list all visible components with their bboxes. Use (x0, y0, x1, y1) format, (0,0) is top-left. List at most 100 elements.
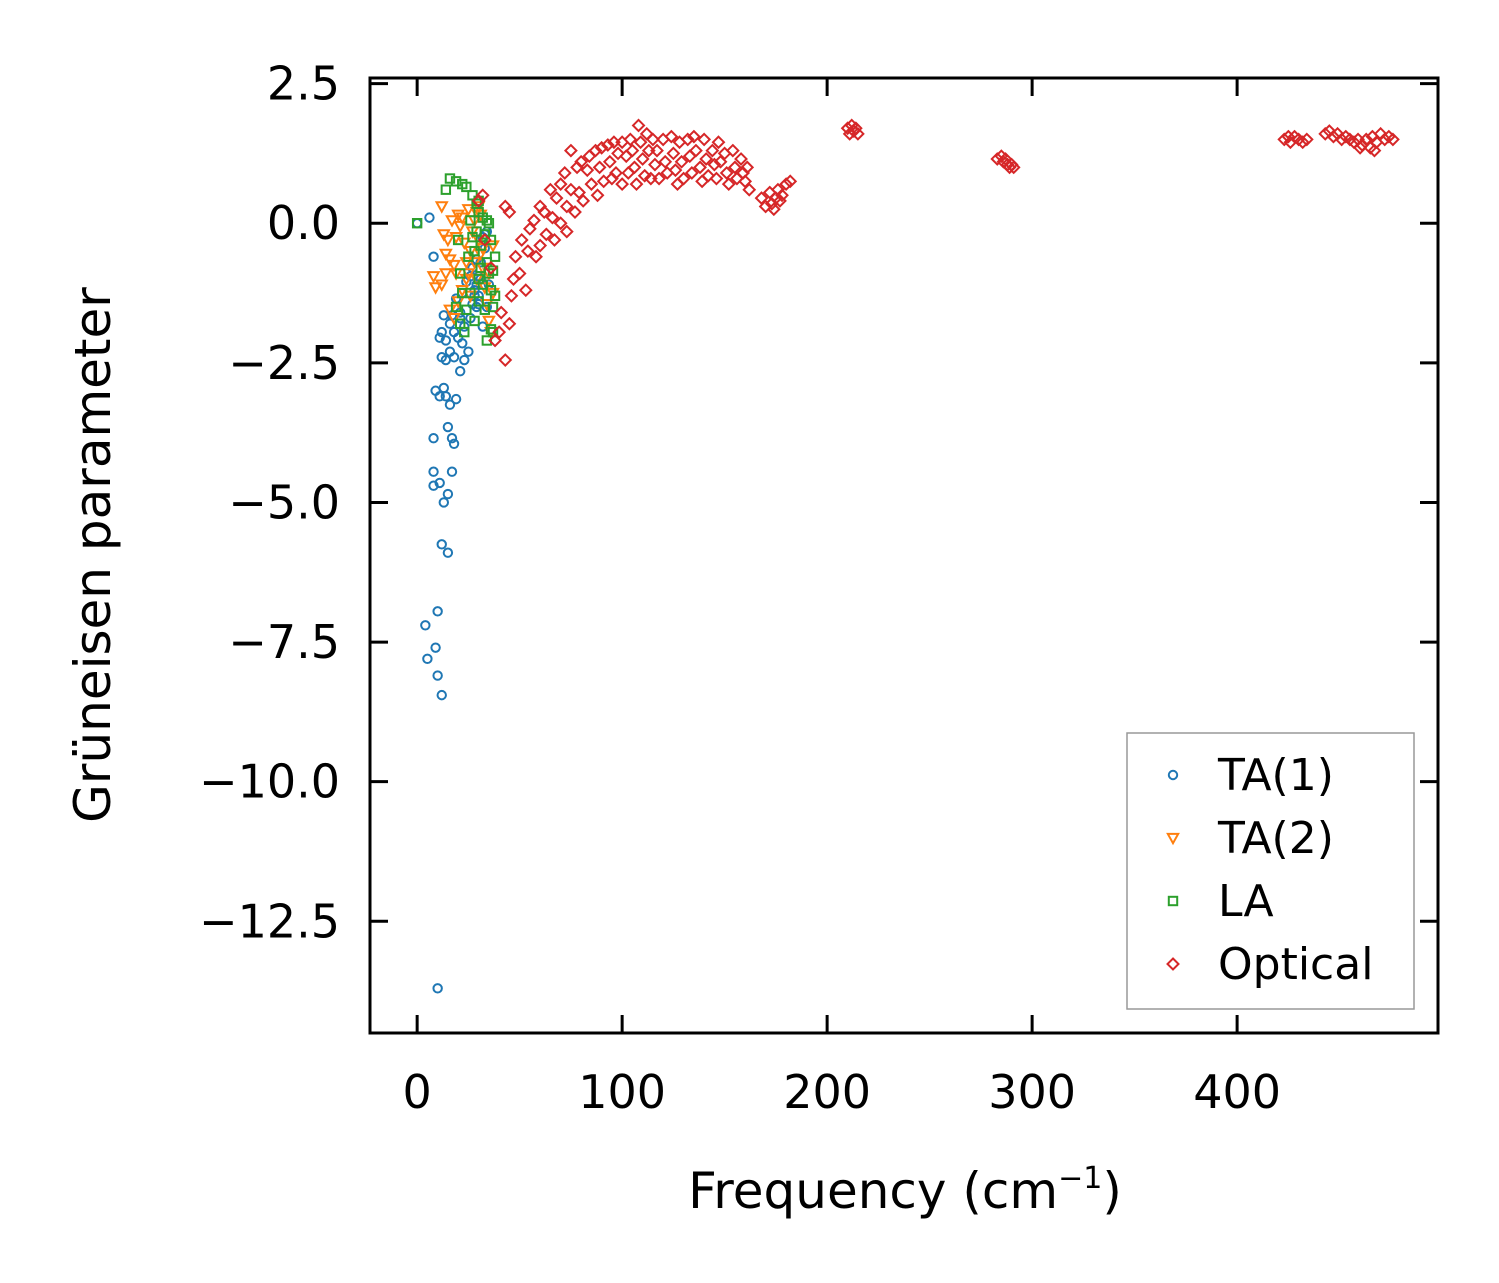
data-point (775, 188, 789, 203)
data-point (539, 227, 554, 242)
data-point (645, 132, 660, 147)
data-point (459, 354, 470, 366)
data-point (432, 670, 443, 681)
data-point (783, 174, 798, 189)
x-tick-label: 400 (1193, 1065, 1281, 1119)
legend-entry: Optical (1166, 939, 1373, 990)
data-point (481, 215, 493, 226)
data-point (1359, 132, 1374, 147)
legend-label: LA (1218, 876, 1274, 927)
data-point (438, 310, 449, 321)
data-point (701, 168, 716, 183)
data-point (705, 143, 720, 158)
legend-entry: LA (1167, 876, 1274, 927)
data-point (627, 160, 642, 175)
data-point (1318, 126, 1333, 141)
data-point (469, 315, 480, 327)
data-point (473, 273, 484, 285)
data-point (459, 257, 474, 270)
axis-ticks: 0 100 200 300 400 2.5 0.0 −2.5 −5.0 −7.5 −10.0 −12.… (199, 57, 1438, 1119)
data-point (686, 129, 701, 144)
data-point (432, 606, 443, 617)
data-point (602, 154, 617, 169)
data-point (740, 160, 755, 175)
data-point (1295, 135, 1310, 150)
data-point (580, 163, 595, 178)
data-point (592, 160, 607, 175)
legend-entry: TA(1) (1167, 750, 1334, 801)
y-tick-label: 0.0 (267, 196, 340, 250)
data-point (446, 433, 458, 444)
data-point (773, 193, 787, 208)
data-point (631, 118, 646, 133)
data-point (623, 132, 638, 147)
data-point (494, 305, 509, 320)
data-point (448, 326, 460, 338)
data-point (1299, 132, 1314, 147)
data-point (666, 146, 681, 161)
data-point (459, 273, 474, 287)
series-ta-1 (411, 212, 495, 994)
data-point (559, 224, 574, 239)
data-point (450, 301, 462, 313)
legend-entry: TA(2) (1166, 813, 1334, 864)
data-point (420, 620, 431, 631)
data-point (430, 642, 441, 653)
legend-label: TA(2) (1217, 813, 1334, 864)
data-point (450, 176, 462, 187)
data-point (590, 188, 605, 203)
data-point (594, 140, 609, 155)
data-point (734, 152, 748, 166)
data-point (543, 182, 558, 197)
data-point (434, 279, 449, 292)
data-point (440, 184, 452, 195)
data-point (442, 547, 454, 558)
data-point (454, 366, 466, 377)
data-point (459, 326, 470, 338)
data-point (553, 216, 568, 231)
data-point (479, 304, 490, 315)
data-point (754, 191, 769, 205)
data-point (461, 181, 472, 193)
data-point (621, 166, 636, 180)
data-point (725, 143, 740, 158)
plot-marks (411, 118, 1400, 994)
data-point (584, 177, 599, 192)
legend-marker (1166, 832, 1180, 846)
data-point (568, 205, 582, 219)
data-point (689, 143, 703, 158)
y-tick-label: −7.5 (228, 615, 340, 669)
data-point (512, 266, 527, 281)
data-point (545, 210, 560, 225)
data-point (432, 983, 443, 994)
data-point (492, 325, 507, 340)
data-point (452, 234, 464, 246)
data-point (442, 421, 454, 433)
data-point (502, 205, 517, 219)
data-point (574, 154, 589, 169)
data-point (522, 221, 537, 236)
data-point (588, 143, 603, 158)
legend-marker (1167, 895, 1179, 907)
data-point (727, 160, 742, 175)
data-point (485, 234, 497, 246)
data-point (436, 326, 447, 338)
data-point (738, 174, 753, 189)
data-point (766, 202, 781, 217)
data-point (625, 143, 640, 158)
data-point (461, 304, 472, 315)
data-point (428, 251, 439, 262)
data-point (502, 316, 517, 331)
data-point (434, 201, 449, 214)
data-point (637, 168, 652, 183)
data-point (742, 182, 757, 197)
x-tick-label: 0 (403, 1065, 432, 1119)
data-point (559, 199, 574, 214)
data-point (1326, 129, 1341, 144)
data-point (444, 346, 456, 357)
data-point (461, 204, 476, 217)
data-point (440, 234, 455, 248)
data-point (446, 466, 458, 477)
data-point (498, 353, 513, 367)
